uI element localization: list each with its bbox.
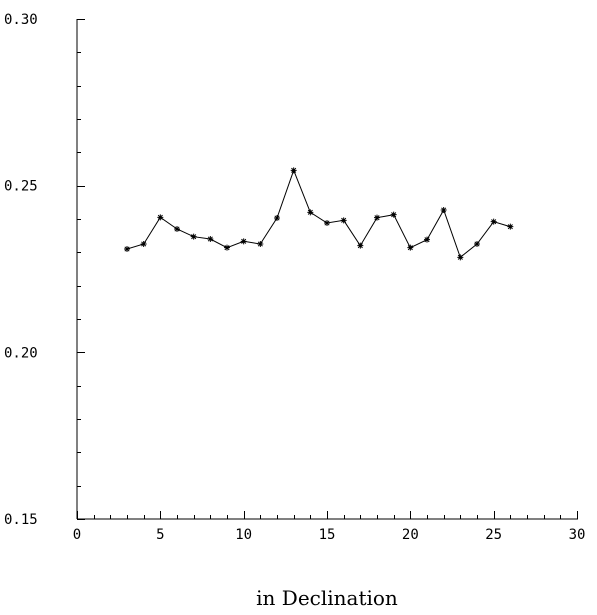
y-tick-label: 0.30 [4,12,38,28]
data-point [507,223,514,230]
x-tick-label: 10 [235,527,252,543]
series-line [126,168,511,259]
data-point [240,238,247,245]
data-point [174,226,180,232]
tick-labels: 0 5 10 15 20 25 30 0.15 0.20 0.25 0.30 [4,12,585,543]
data-point [374,214,380,221]
data-point [440,207,447,213]
y-tick-label: 0.20 [4,345,38,361]
y-tick-label: 0.25 [4,179,38,195]
ticks [77,19,578,520]
data-point [190,233,197,240]
data-point [224,244,230,251]
data-point [457,254,464,261]
data-point [140,241,147,247]
x-tick-label: 20 [402,527,419,543]
data-point [290,167,297,174]
data-point [307,209,314,216]
data-point [207,236,214,242]
y-tick-label: 0.15 [4,512,38,528]
data-point [424,236,430,243]
x-axis-title: in Declination [256,586,398,610]
data-point [474,241,480,247]
data-point [357,242,364,249]
series [124,167,514,261]
data-point [124,246,130,252]
data-point [390,211,397,218]
data-point [324,220,330,226]
x-tick-label: 25 [485,527,502,543]
data-point [157,214,164,221]
x-tick-label: 5 [156,527,164,543]
data-point [257,241,264,247]
x-tick-label: 0 [73,527,81,543]
data-point [340,217,347,224]
data-point [274,215,280,221]
data-point [407,244,414,251]
x-tick-label: 30 [569,527,586,543]
x-tick-label: 15 [319,527,336,543]
data-point [490,218,497,225]
axes [76,19,578,520]
